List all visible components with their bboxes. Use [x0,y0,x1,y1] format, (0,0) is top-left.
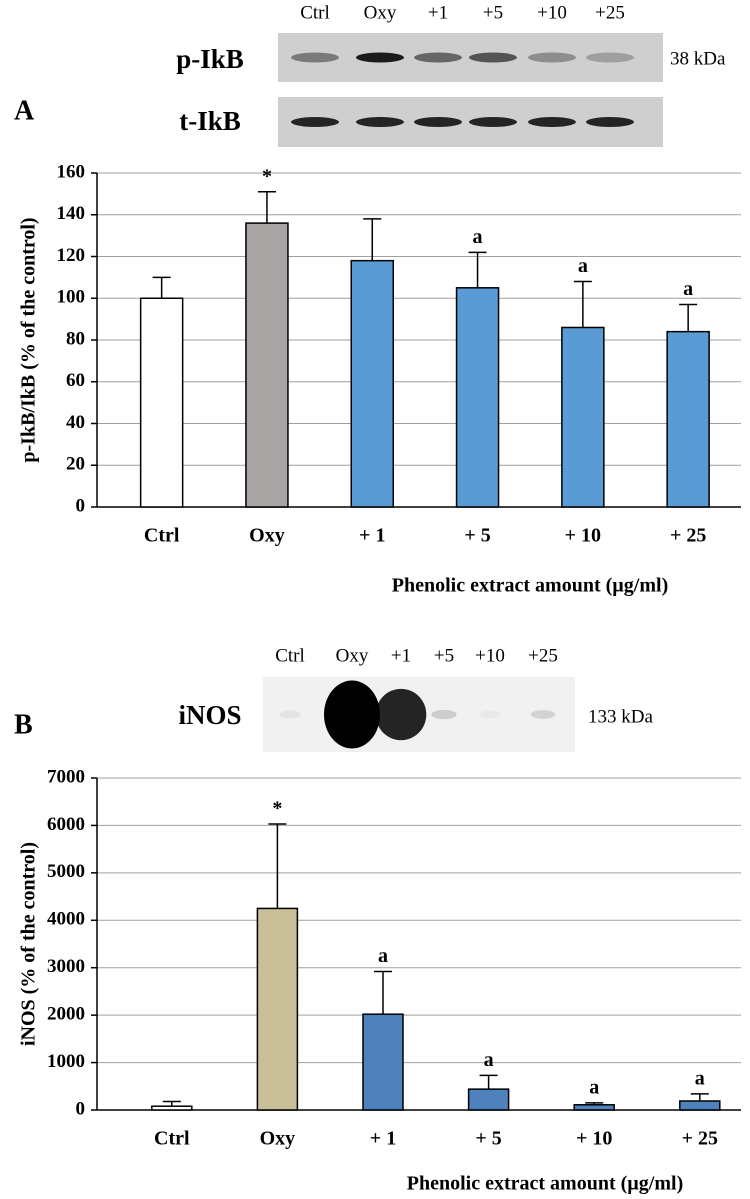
blot-band [356,117,404,127]
x-tick-label: Oxy [249,525,285,547]
bar [362,1013,404,1111]
y-axis-title: p-IkB/IkB (% of the control) [18,217,40,462]
blot-row-label: iNOS [178,700,241,730]
y-tick-label: 160 [57,161,86,182]
bar [151,1105,193,1111]
blot-band [469,52,517,63]
blot-band [356,52,404,63]
blot-band [586,117,634,127]
panel-label: B [14,709,33,740]
significance-label: a [378,945,388,967]
blot-band [528,52,576,63]
blot-size: 38 kDa [670,48,726,69]
significance-label: a [589,1076,599,1098]
blot-band [414,52,462,63]
blot-size: 133 kDa [588,706,653,727]
blot-band [530,710,556,719]
bar [139,297,184,508]
blot-band [291,52,339,63]
bar [455,287,500,508]
bar [467,1088,510,1111]
blot-band [414,117,462,127]
x-tick-label: Oxy [260,1128,296,1150]
blot-row-label: p-IkB [176,44,244,74]
y-tick-label: 7000 [47,766,85,787]
x-axis-title: Phenolic extract amount (µg/ml) [407,1173,683,1195]
bar [666,330,710,508]
lane-label: +5 [434,645,454,666]
blot-band [479,710,500,718]
y-axis-title: iNOS (% of the control) [18,842,40,1046]
blot-band [528,117,576,127]
significance-label: a [683,278,693,300]
significance-label: a [473,226,483,248]
y-tick-label: 20 [66,454,85,475]
y-tick-label: 2000 [47,1004,85,1025]
x-tick-label: + 25 [682,1128,718,1150]
x-tick-label: + 1 [359,525,385,547]
significance-label: a [484,1049,494,1071]
lane-label: +10 [537,2,567,23]
blot-band [586,52,634,63]
lane-label: Oxy [336,645,369,666]
blot-band [324,680,380,749]
x-tick-label: + 5 [464,525,490,547]
y-tick-label: 100 [57,287,86,308]
blot-band [469,117,517,127]
blot-band [291,117,339,127]
lane-label: Ctrl [300,2,330,23]
bar [561,326,605,508]
lane-label: +25 [595,2,625,23]
bar [245,222,289,508]
blot-band [431,709,457,720]
y-tick-label: 5000 [47,861,85,882]
bar [256,907,299,1111]
bar [573,1104,615,1111]
x-axis-title: Phenolic extract amount (µg/ml) [392,575,668,597]
x-tick-label: Ctrl [144,525,180,547]
blot-band [375,688,427,741]
panel-label: A [14,95,35,126]
y-tick-label: 3000 [47,956,85,977]
y-tick-label: 4000 [47,909,85,930]
x-tick-label: Ctrl [154,1128,190,1150]
x-tick-label: + 25 [670,525,706,547]
blot-band [279,710,301,719]
y-tick-label: 60 [66,370,85,391]
x-tick-label: + 1 [370,1128,396,1150]
significance-label: * [262,165,272,187]
lane-label: +5 [483,2,503,23]
blot-row-label: t-IkB [179,106,241,136]
x-tick-label: + 10 [576,1128,612,1150]
y-tick-label: 120 [57,245,86,266]
lane-label: Ctrl [275,645,305,666]
y-tick-label: 0 [76,1098,86,1119]
bar [350,259,394,508]
bar [679,1100,721,1111]
lane-label: +25 [528,645,558,666]
significance-label: a [578,255,588,277]
lane-label: Oxy [364,2,397,23]
significance-label: * [272,798,282,820]
y-tick-label: 80 [66,328,85,349]
y-tick-label: 1000 [47,1051,85,1072]
lane-label: +1 [391,645,411,666]
x-tick-label: + 10 [565,525,601,547]
lane-label: +10 [475,645,505,666]
x-tick-label: + 5 [475,1128,501,1150]
y-tick-label: 140 [57,203,86,224]
y-tick-label: 6000 [47,814,85,835]
y-tick-label: 0 [76,495,86,516]
significance-label: a [695,1067,705,1089]
lane-label: +1 [428,2,448,23]
y-tick-label: 40 [66,412,85,433]
